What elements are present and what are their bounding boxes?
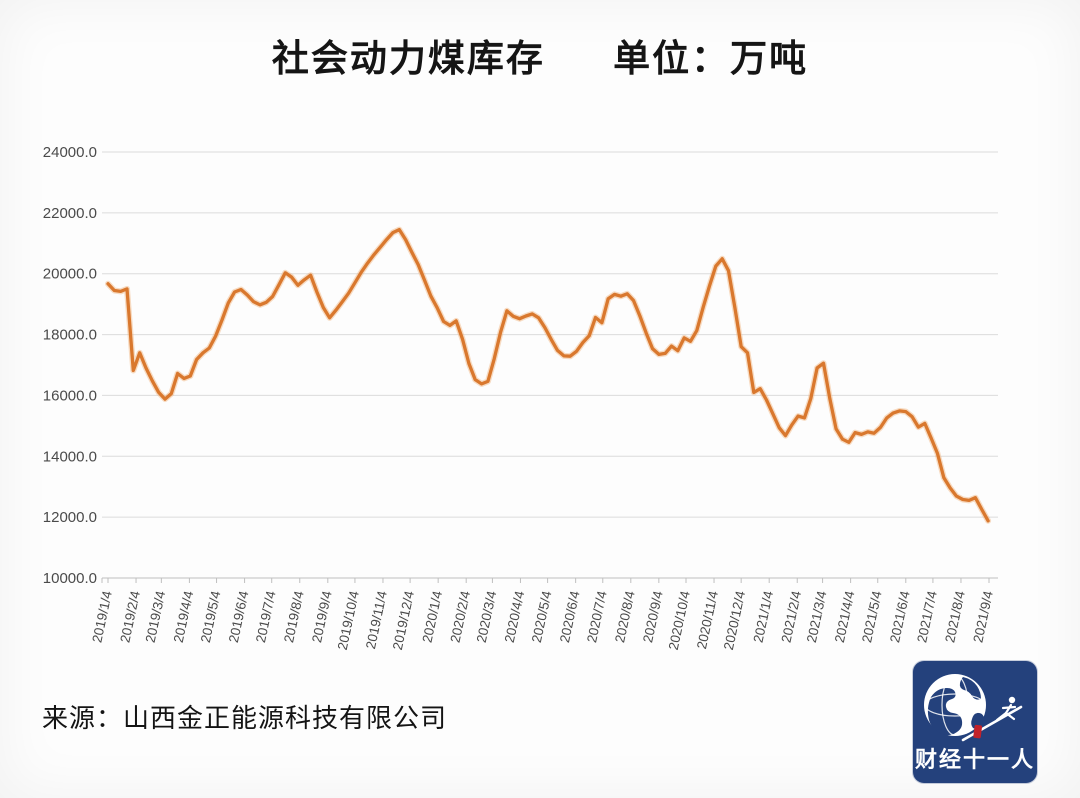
- x-tick-label: 2019/3/4: [143, 589, 169, 644]
- x-tick-label: 2019/4/4: [171, 589, 197, 644]
- x-tick-label: 2021/9/4: [970, 589, 996, 644]
- y-tick-label: 24000.0: [43, 144, 97, 161]
- x-tick-label: 2019/1/4: [89, 589, 115, 644]
- y-axis-labels: 24000.0 22000.0 20000.0 18000.0 16000.0 14000…: [43, 144, 97, 587]
- x-tick-label: 2019/12/4: [390, 589, 417, 651]
- x-tick-label: 2020/9/4: [640, 589, 666, 644]
- x-tick-label: 2020/6/4: [557, 589, 583, 644]
- x-tick-label: 2019/11/4: [363, 589, 390, 650]
- y-tick-label: 16000.0: [43, 387, 97, 404]
- chart-title: 社会动力煤库存 单位：万吨: [0, 28, 1080, 82]
- y-tick-label: 18000.0: [43, 327, 97, 344]
- y-tick-label: 14000.0: [43, 448, 97, 465]
- x-tick-label: 2021/3/4: [804, 589, 830, 644]
- logo-artwork: [924, 674, 1023, 742]
- publisher-logo: 财经十一人: [913, 661, 1037, 783]
- x-tick-label: 2020/8/4: [612, 589, 638, 644]
- x-tick-label: 2020/3/4: [474, 589, 500, 644]
- x-tick-label: 2021/6/4: [887, 589, 913, 644]
- x-tick-label: 2020/12/4: [721, 589, 748, 651]
- x-tick-label: 2020/10/4: [666, 589, 693, 651]
- y-tick-label: 22000.0: [43, 205, 97, 222]
- red-seal-mark: [973, 724, 983, 739]
- x-tick-label: 2021/5/4: [859, 589, 885, 644]
- gridlines: [102, 151, 998, 579]
- x-tick-label: 2021/7/4: [914, 589, 940, 644]
- globe-icon: [924, 674, 986, 736]
- x-tick-label: 2020/1/4: [419, 589, 445, 644]
- x-tick-label: 2019/8/4: [281, 589, 307, 644]
- x-tick-label: 2021/8/4: [942, 589, 968, 644]
- x-tick-label: 2019/5/4: [198, 589, 224, 644]
- x-tick-label: 2019/6/4: [226, 589, 252, 644]
- x-tick-label: 2019/7/4: [253, 589, 279, 644]
- x-axis-labels: 2019/1/4 2019/2/4 2019/3/4 2019/4/4 2019/5/4…: [89, 589, 996, 651]
- x-tick-label: 2020/7/4: [584, 589, 610, 644]
- x-tick-label: 2020/2/4: [448, 589, 474, 644]
- logo-wordmark: 财经十一人: [914, 747, 1035, 772]
- x-tick-label: 2021/2/4: [779, 589, 805, 644]
- x-tick-label: 2020/11/4: [694, 589, 721, 650]
- chart-title-text: 社会动力煤库存: [271, 38, 545, 79]
- x-axis-ticks: [101, 578, 990, 583]
- y-tick-label: 10000.0: [43, 570, 97, 587]
- x-tick-label: 2021/4/4: [832, 589, 858, 644]
- fencer-icon: [961, 696, 1023, 742]
- source-attribution: 来源：山西金正能源科技有限公司: [42, 703, 448, 733]
- chart-unit-label: 单位：万吨: [613, 38, 809, 79]
- x-tick-label: 2020/5/4: [529, 589, 555, 644]
- x-tick-label: 2019/2/4: [117, 589, 143, 644]
- y-tick-label: 12000.0: [43, 509, 97, 526]
- inventory-line-series: [106, 227, 990, 523]
- x-tick-label: 2020/4/4: [502, 589, 528, 644]
- x-tick-label: 2021/1/4: [751, 589, 777, 644]
- x-tick-label: 2019/9/4: [309, 589, 335, 644]
- x-tick-label: 2019/10/4: [335, 589, 362, 651]
- y-tick-label: 20000.0: [43, 266, 97, 283]
